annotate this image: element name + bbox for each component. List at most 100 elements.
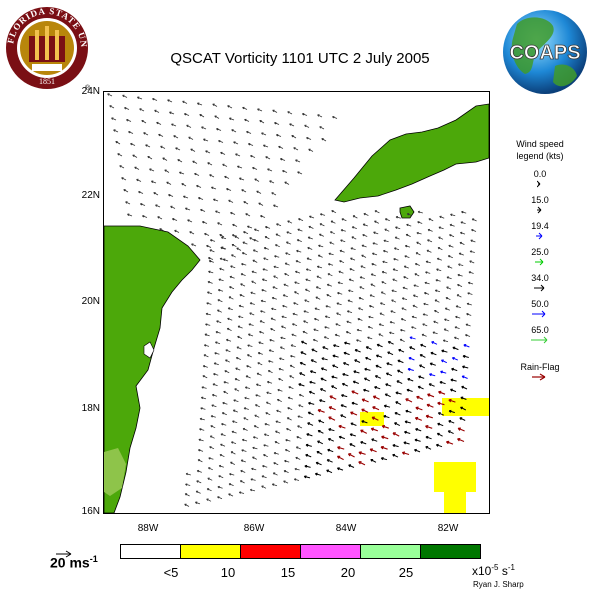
wind-vector xyxy=(434,299,440,303)
wind-vector xyxy=(414,416,423,421)
wind-vector xyxy=(298,404,304,408)
wind-vector xyxy=(455,305,461,308)
wind-vector xyxy=(371,263,377,266)
wind-vector xyxy=(319,399,326,403)
wind-vector xyxy=(455,315,461,319)
wind-vector xyxy=(437,247,443,251)
wind-vector xyxy=(305,443,312,447)
wind-vector xyxy=(251,270,257,274)
wind-vector xyxy=(218,278,224,282)
wind-vector xyxy=(238,304,244,308)
wind-vector xyxy=(361,244,367,248)
wind-vector xyxy=(202,365,208,368)
wind-vector xyxy=(177,159,183,163)
wind-vector xyxy=(301,113,308,116)
wind-vector xyxy=(404,420,411,424)
wind-vector xyxy=(328,428,335,432)
wind-vector xyxy=(149,168,155,172)
wind-vector xyxy=(208,260,214,263)
colorbar-label-3: 20 xyxy=(340,565,356,580)
wind-vector xyxy=(349,268,355,271)
wind-vector xyxy=(136,96,143,100)
wind-vector xyxy=(197,459,203,463)
wind-vector xyxy=(111,117,117,121)
wind-vector xyxy=(361,420,368,424)
wind-vector xyxy=(134,166,140,170)
wind-vector xyxy=(183,113,190,116)
wind-vector xyxy=(208,457,214,460)
wind-vector xyxy=(265,412,271,416)
legend-item-value: 0.0 xyxy=(533,169,547,179)
wind-vector xyxy=(387,351,394,356)
vorticity-highlights xyxy=(360,398,489,513)
wind-vector xyxy=(314,472,322,476)
wind-vector xyxy=(306,433,313,437)
wind-vector xyxy=(275,233,281,237)
legend-item-value: 25.0 xyxy=(531,247,549,257)
wind-vector xyxy=(324,315,331,319)
wind-vector xyxy=(270,328,276,332)
wind-vector xyxy=(464,334,471,337)
wind-vector xyxy=(168,194,174,197)
wind-vector xyxy=(300,351,307,355)
wind-vector xyxy=(184,207,191,211)
wind-vector xyxy=(287,407,293,410)
wind-vector xyxy=(282,304,288,308)
wind-vector xyxy=(434,289,441,293)
wind-vector xyxy=(296,249,302,253)
wind-vector xyxy=(350,257,356,261)
wind-vector xyxy=(264,236,270,240)
wind-vector xyxy=(295,446,301,450)
wind-vector xyxy=(253,239,259,242)
wind-vector xyxy=(207,280,213,284)
wind-vector xyxy=(123,189,129,193)
wind-vector xyxy=(207,467,213,471)
wind-vector xyxy=(125,201,131,205)
wind-vector xyxy=(272,286,278,290)
wind-vector xyxy=(312,338,318,342)
wind-vector xyxy=(292,312,298,316)
wind-vector xyxy=(212,198,219,202)
wind-vector xyxy=(392,444,399,448)
wind-vector xyxy=(363,212,369,216)
wind-vector xyxy=(314,307,320,311)
wind-vector xyxy=(387,341,394,345)
wind-vector xyxy=(243,407,249,410)
wind-vector xyxy=(343,351,350,356)
wind-vector xyxy=(335,323,341,327)
wind-vector xyxy=(239,294,245,297)
wind-vector xyxy=(425,414,433,419)
wind-vector xyxy=(394,236,400,240)
wind-vector xyxy=(197,197,204,200)
wind-vector xyxy=(336,455,344,461)
wind-vector xyxy=(436,432,443,437)
wind-vector xyxy=(380,445,388,450)
wind-vector xyxy=(367,326,373,329)
wind-vector xyxy=(394,412,401,416)
wind-vector xyxy=(437,422,444,427)
wind-vector xyxy=(430,351,437,356)
wind-vector xyxy=(383,404,391,408)
coaps-logo: COAPS xyxy=(495,4,595,109)
wind-vector xyxy=(310,359,317,363)
wind-vector xyxy=(209,239,216,242)
wind-vector xyxy=(362,234,368,237)
wind-vector xyxy=(252,446,258,450)
wind-vector xyxy=(276,409,282,413)
wind-vector xyxy=(416,231,422,235)
wind-vector xyxy=(302,330,308,334)
wind-vector xyxy=(240,283,246,287)
wind-vector xyxy=(215,210,221,214)
wind-vector xyxy=(317,254,323,258)
wind-vector xyxy=(261,132,267,136)
wind-vector xyxy=(245,213,251,217)
wind-vector xyxy=(191,243,197,247)
wind-vector xyxy=(369,448,377,453)
wind-vector xyxy=(383,239,389,243)
wind-vector xyxy=(308,215,315,219)
wind-vector xyxy=(308,225,314,229)
wind-vector xyxy=(369,294,375,298)
wind-vector xyxy=(268,360,274,363)
wind-vector xyxy=(450,378,457,382)
wind-vector xyxy=(205,312,211,316)
